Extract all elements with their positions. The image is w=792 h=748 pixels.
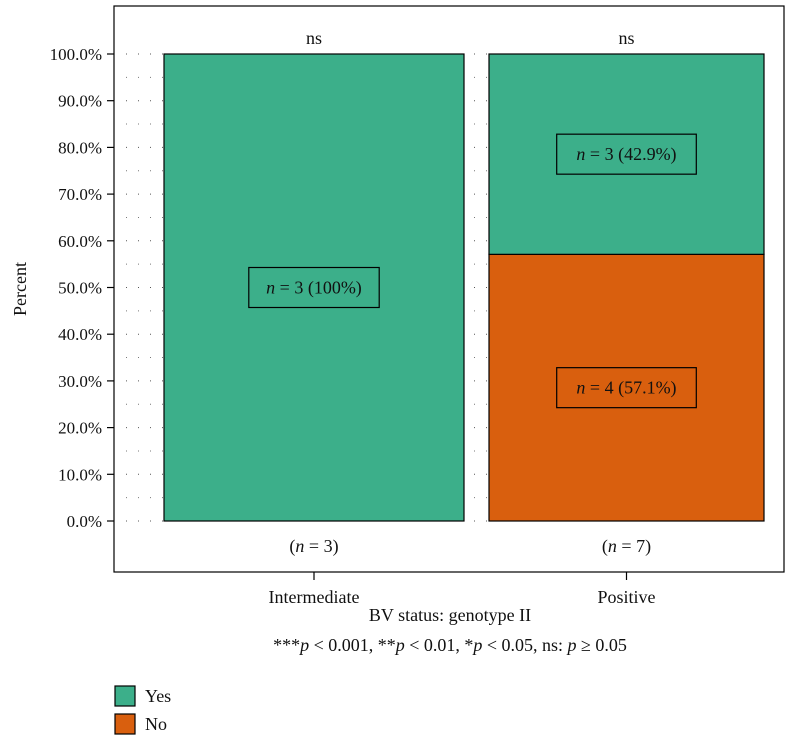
y-axis-title: Percent bbox=[10, 262, 30, 316]
bar-segment-yes bbox=[488, 53, 765, 255]
y-tick-label: 60.0% bbox=[58, 232, 102, 251]
y-tick-label: 20.0% bbox=[58, 419, 102, 438]
legend-label: Yes bbox=[145, 686, 171, 706]
x-tick-label: Intermediate bbox=[269, 587, 360, 607]
y-axis: 0.0% 10.0% 20.0% 30.0% 40.0% 50.0% 60.0% 70.0% 8… bbox=[50, 45, 114, 531]
y-tick-label: 90.0% bbox=[58, 92, 102, 111]
bar-data-label: n = 3 (100%) bbox=[266, 278, 362, 299]
y-tick-label: 30.0% bbox=[58, 372, 102, 391]
x-axis: Intermediate Positive bbox=[269, 572, 656, 607]
category-count-label: (n = 7) bbox=[602, 536, 651, 557]
bar-data-label: n = 3 (42.9%) bbox=[576, 144, 676, 165]
significance-label: ns bbox=[306, 28, 322, 48]
y-tick-label: 0.0% bbox=[67, 512, 102, 531]
bar-label-box bbox=[556, 367, 697, 409]
legend-swatch-no bbox=[114, 713, 136, 735]
legend-label: No bbox=[145, 714, 167, 734]
bar-label-box bbox=[556, 133, 697, 175]
y-tick-label: 70.0% bbox=[58, 185, 102, 204]
x-axis-title: BV status: genotype II bbox=[369, 605, 531, 625]
legend-swatch-yes bbox=[114, 685, 136, 707]
x-tick-label: Positive bbox=[597, 587, 655, 607]
bar-label-box bbox=[248, 266, 380, 309]
y-tick-label: 80.0% bbox=[58, 138, 102, 157]
significance-label: ns bbox=[618, 28, 634, 48]
category-count-label: (n = 3) bbox=[289, 536, 338, 557]
legend: Yes No bbox=[114, 685, 171, 735]
y-tick-label: 40.0% bbox=[58, 325, 102, 344]
significance-note: ***p < 0.001, **p < 0.01, *p < 0.05, ns:… bbox=[273, 635, 627, 655]
bars-layer: n = 3 (100%) ns (n = 3) n = 4 (57.1%) n = 3 … bbox=[163, 28, 765, 557]
y-tick-label: 100.0% bbox=[50, 45, 102, 64]
y-tick-label: 50.0% bbox=[58, 279, 102, 298]
bar-segment-yes bbox=[163, 53, 465, 522]
y-tick-label: 10.0% bbox=[58, 465, 102, 484]
bar-data-label: n = 4 (57.1%) bbox=[576, 378, 676, 399]
